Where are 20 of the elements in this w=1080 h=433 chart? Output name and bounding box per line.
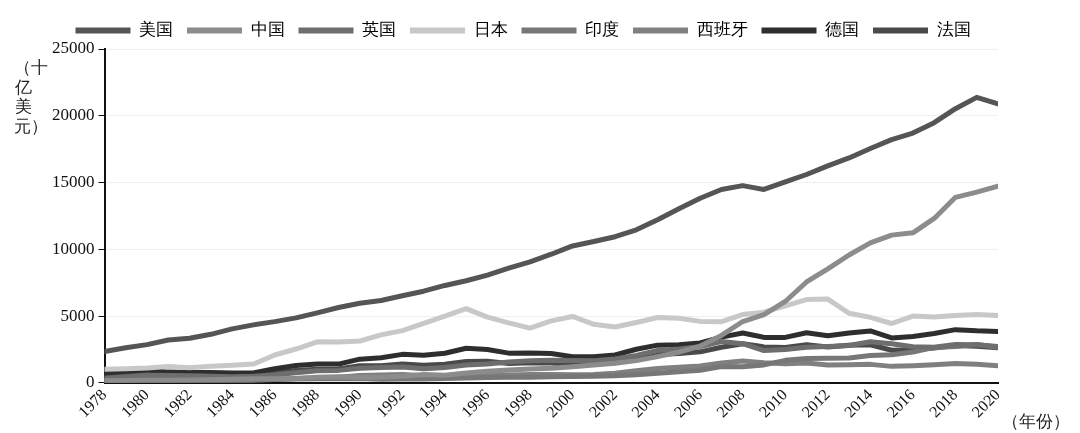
y-tick-label: 10000 xyxy=(52,238,95,258)
y-tick-label: 0 xyxy=(86,372,95,392)
y-tick-label: 20000 xyxy=(52,105,95,125)
y-tick-label: 15000 xyxy=(52,171,95,191)
x-tick-label: 1990 xyxy=(330,385,365,421)
y-axis-title: （十亿美元） xyxy=(14,58,48,137)
legend-label: 德国 xyxy=(825,19,859,39)
legend-label: 西班牙 xyxy=(696,19,748,39)
legend-label: 印度 xyxy=(585,19,619,39)
legend-label: 法国 xyxy=(936,19,971,39)
y-tick-label: 25000 xyxy=(52,38,95,58)
x-tick-label: 1982 xyxy=(160,385,195,421)
legend-label: 英国 xyxy=(362,19,396,39)
x-axis-title: （年份） xyxy=(1002,411,1070,433)
legend-label: 日本 xyxy=(473,19,508,39)
legend-label: 中国 xyxy=(250,19,285,39)
y-tick-label: 5000 xyxy=(60,305,95,325)
x-tick-label: 1980 xyxy=(117,385,153,421)
legend-label: 美国 xyxy=(139,19,173,39)
x-tick-label: 1992 xyxy=(372,385,408,421)
